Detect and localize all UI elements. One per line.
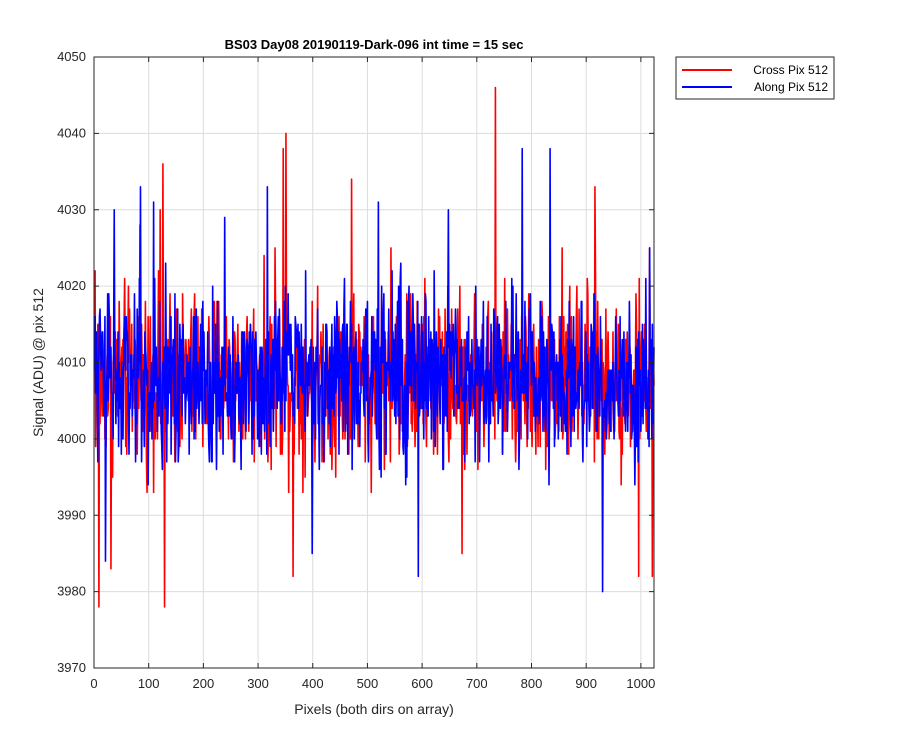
- y-tick-label: 3970: [57, 660, 86, 675]
- legend-entry-along-pix: Along Pix 512: [754, 80, 828, 94]
- legend-box: [675, 56, 835, 100]
- y-tick-label: 4050: [57, 49, 86, 64]
- y-tick-label: 4030: [57, 202, 86, 217]
- x-tick-label: 0: [90, 676, 97, 691]
- x-tick-label: 700: [466, 676, 488, 691]
- x-tick-label: 900: [575, 676, 597, 691]
- y-tick-label: 3980: [57, 584, 86, 599]
- y-tick-label: 4020: [57, 278, 86, 293]
- legend-entry-cross-pix: Cross Pix 512: [753, 63, 828, 77]
- y-tick-label: 4000: [57, 431, 86, 446]
- x-tick-label: 300: [247, 676, 269, 691]
- y-tick-label: 3990: [57, 507, 86, 522]
- x-tick-label: 100: [138, 676, 160, 691]
- y-axis-label: Signal (ADU) @ pix 512: [30, 288, 46, 437]
- ticks: 0 100 200 300 400 500 600 700 800 900 1000 3970 3980…: [57, 49, 655, 691]
- legend: Cross Pix 512 Along Pix 512: [675, 56, 835, 100]
- x-tick-label: 500: [357, 676, 379, 691]
- x-tick-label: 800: [521, 676, 543, 691]
- chart-title: BS03 Day08 20190119-Dark-096 int time = …: [225, 37, 524, 52]
- x-tick-label: 600: [411, 676, 433, 691]
- x-tick-label: 200: [193, 676, 215, 691]
- x-tick-label: 1000: [626, 676, 655, 691]
- series-line-1: [93, 147, 655, 593]
- y-tick-label: 4010: [57, 355, 86, 370]
- x-axis-label: Pixels (both dirs on array): [294, 701, 454, 717]
- y-tick-label: 4040: [57, 125, 86, 140]
- x-tick-label: 400: [302, 676, 324, 691]
- series-layer: [93, 86, 655, 608]
